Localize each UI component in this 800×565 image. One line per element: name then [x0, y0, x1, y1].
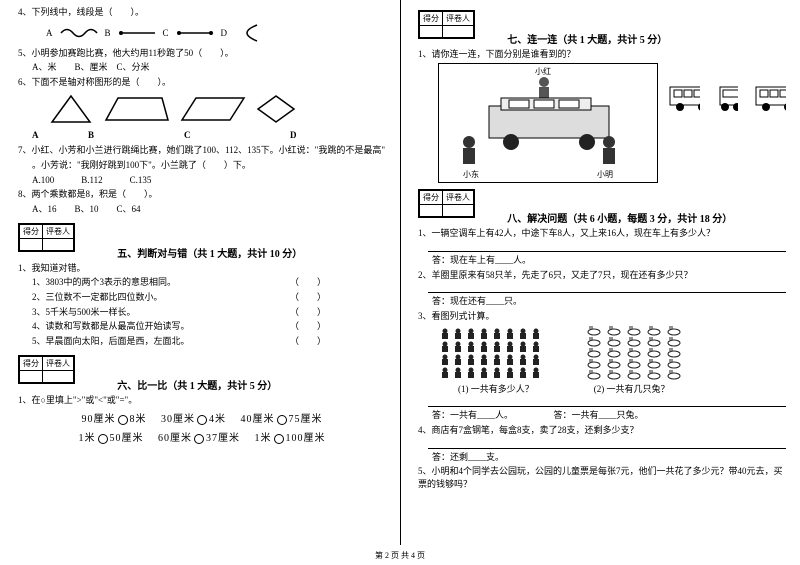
- opt-a: A: [46, 28, 53, 38]
- q8-2-ans: 答：现在还有____只。: [418, 295, 786, 308]
- compare-row2: 1米50厘米 60厘米37厘米 1米100厘米: [18, 429, 386, 444]
- score-label: 得分: [420, 12, 443, 26]
- answer-line: [428, 244, 786, 252]
- q8-4-ans: 答：还剩____支。: [418, 451, 786, 464]
- ray-icon: [117, 24, 157, 42]
- q6-shapes: [18, 92, 386, 126]
- bus-front-icon: [716, 83, 737, 113]
- q8-3-ans: 答：一共有____人。 答：一共有____只兔。: [418, 409, 786, 422]
- score-box-6: 得分评卷人: [18, 355, 75, 384]
- q7-text-a: 7、小红、小芳和小兰进行跳绳比赛，她们跳了100、112、135下。小红说："我…: [18, 144, 386, 157]
- sec7-title: 七、连一连（共 1 大题，共计 5 分）: [507, 31, 667, 46]
- sec5-item-5: 5、早晨面向太阳，后面是西，左面北。（ ）: [18, 335, 386, 348]
- grader-label: 评卷人: [443, 12, 474, 26]
- page-footer: 第 2 页 共 4 页: [0, 550, 800, 561]
- q8-text: 8、两个乘数都是8，积是（ ）。: [18, 188, 386, 201]
- q8-5: 5、小明和4个同学去公园玩，公园的儿童票是每张7元，他们一共花了多少元？带40元…: [418, 465, 786, 490]
- sec7-q: 1、请你连一连，下面分别是谁看到的？: [418, 48, 786, 61]
- sec5-title: 五、判断对与错（共 1 大题，共计 10 分）: [117, 245, 302, 260]
- q4-shapes: A B C D: [18, 23, 386, 43]
- q3-sub-a: (1) 一共有多少人？: [458, 382, 534, 395]
- opt-c: C: [163, 28, 169, 38]
- label-c: C: [184, 130, 290, 140]
- q8-3: 3、看图列式计算。: [418, 310, 786, 323]
- compare-row1: 90厘米8米 30厘米4米 40厘米75厘米: [18, 410, 386, 425]
- sec6-title: 六、比一比（共 1 大题，共计 5 分）: [117, 377, 277, 392]
- sec5-item-3: 3、5千米与500米一样长。（ ）: [18, 306, 386, 319]
- grader-label: 评卷人: [43, 225, 74, 239]
- triangle-icon: [46, 92, 96, 126]
- q4-text: 4、下列线中，线段是（ ）。: [18, 6, 386, 19]
- q6-text: 6、下面不是轴对称图形的是（ ）。: [18, 76, 386, 89]
- arc-icon: [233, 23, 263, 43]
- q8-1-ans: 答：现在车上有____人。: [418, 254, 786, 267]
- trapezoid-icon: [102, 92, 172, 126]
- sec6-lead: 1、在○里填上">"或"<"或"="。: [18, 394, 386, 407]
- segment-icon: [175, 24, 215, 42]
- label-a: A: [32, 130, 88, 140]
- score-label: 得分: [20, 357, 43, 371]
- opt-b: B: [105, 28, 111, 38]
- grid-overlay: [438, 326, 698, 382]
- q8-4: 4、商店有7盒钢笔，每盒8支，卖了28支，还剩多少支？: [418, 424, 786, 437]
- q3-sublabels: (1) 一共有多少人？ (2) 一共有几只兔？: [458, 382, 786, 395]
- q8-2: 2、羊圈里原来有58只羊，先走了6只，又走了7只，现在还有多少只？: [418, 269, 786, 282]
- answer-line: [428, 399, 786, 407]
- score-label: 得分: [20, 225, 43, 239]
- bus-views: [668, 83, 786, 113]
- label-xiaodong: 小东: [463, 169, 479, 180]
- answer-line: [428, 285, 786, 293]
- scene-svg: [439, 64, 659, 184]
- bus-side-icon: [668, 83, 700, 113]
- diamond-icon: [254, 92, 298, 126]
- q7-text-b: 。小芳说："我刚好跳到100下"。小兰跳了（ ）下。: [18, 159, 386, 172]
- q8-1: 1、一辆空调车上有42人，中途下车8人，又上来16人，现在车上有多少人？: [418, 227, 786, 240]
- label-d: D: [290, 130, 297, 140]
- column-divider: [400, 0, 401, 545]
- score-box-5: 得分评卷人: [18, 223, 75, 252]
- sec8-title: 八、解决问题（共 6 小题，每题 3 分，共计 18 分）: [507, 210, 732, 225]
- q7-opts: A.100 B.112 C.135: [18, 174, 386, 187]
- wavy-line-icon: [59, 24, 99, 42]
- q5-opts: A、米 B、厘米 C、分米: [18, 61, 386, 74]
- q6-labels: A B C D: [18, 130, 386, 140]
- q8-opts: A、16 B、10 C、64: [18, 203, 386, 216]
- parallelogram-icon: [178, 92, 248, 126]
- label-b: B: [88, 130, 184, 140]
- scene-box: 小红 小东 小明: [438, 63, 658, 183]
- score-box-7: 得分评卷人: [418, 10, 475, 39]
- sec5-item-2: 2、三位数不一定都比四位数小。（ ）: [18, 291, 386, 304]
- grader-label: 评卷人: [443, 191, 474, 205]
- bus-side2-icon: [754, 83, 786, 113]
- sec5-item-4: 4、读数和写数都是从最高位开始读写。（ ）: [18, 320, 386, 333]
- q3-sub-b: (2) 一共有几只兔？: [594, 382, 670, 395]
- label-xiaoming: 小明: [597, 169, 613, 180]
- opt-d: D: [221, 28, 228, 38]
- q5-text: 5、小明参加赛跑比赛，他大约用11秒跑了50（ ）。: [18, 47, 386, 60]
- score-box-8: 得分评卷人: [418, 189, 475, 218]
- score-label: 得分: [420, 191, 443, 205]
- grader-label: 评卷人: [43, 357, 74, 371]
- answer-line: [428, 441, 786, 449]
- sec5-item-1: 1、3803中的两个3表示的意思相同。（ ）: [18, 276, 386, 289]
- sec5-lead: 1、我知道对错。: [18, 262, 386, 275]
